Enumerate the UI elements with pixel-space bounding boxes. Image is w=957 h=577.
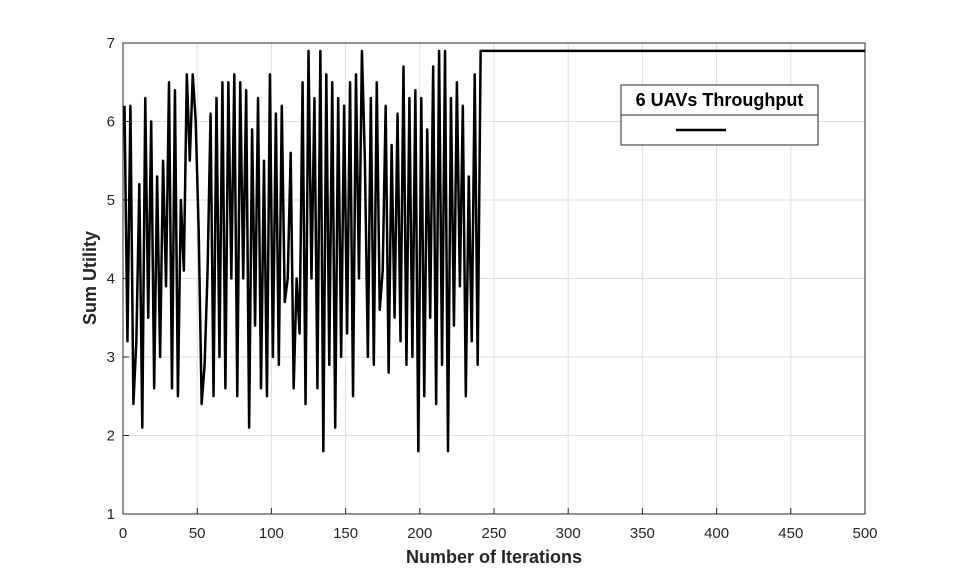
y-tick-label: 5 [107, 192, 115, 209]
data-line [123, 49, 865, 453]
y-tick-label: 7 [107, 35, 115, 52]
x-tick-label: 450 [778, 525, 803, 542]
y-tick-label: 6 [107, 114, 115, 131]
y-tick-label: 3 [107, 349, 115, 366]
x-tick-label: 350 [630, 525, 655, 542]
x-tick-label: 400 [704, 525, 729, 542]
x-tick-label: 100 [259, 525, 284, 542]
x-tick-label: 0 [119, 525, 127, 542]
x-tick-label: 200 [407, 525, 432, 542]
legend-label: 6 UAVs Throughput [636, 90, 804, 110]
y-tick-label: 1 [107, 506, 115, 523]
x-axis-label: Number of Iterations [406, 547, 582, 567]
y-tick-label: 4 [107, 271, 115, 288]
x-tick-label: 50 [189, 525, 206, 542]
x-tick-label: 250 [481, 525, 506, 542]
y-axis-label: Sum Utility [80, 231, 100, 325]
axes-box [122, 42, 866, 515]
x-tick-label: 300 [556, 525, 581, 542]
x-tick-label: 500 [852, 525, 877, 542]
x-tick-label: 150 [333, 525, 358, 542]
y-tick-label: 2 [107, 428, 115, 445]
